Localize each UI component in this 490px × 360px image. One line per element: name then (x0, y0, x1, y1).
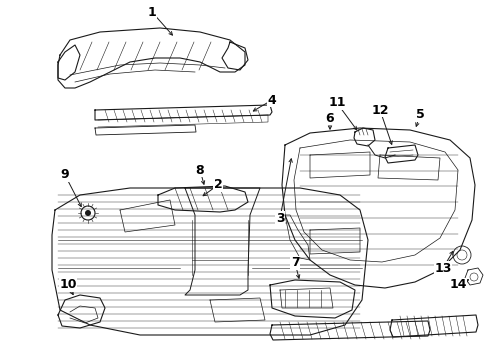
Text: 7: 7 (291, 256, 299, 270)
Text: 10: 10 (59, 279, 77, 292)
Polygon shape (390, 315, 478, 337)
Polygon shape (58, 28, 245, 88)
Polygon shape (95, 125, 196, 135)
Text: 11: 11 (328, 96, 346, 109)
Polygon shape (58, 45, 80, 80)
Polygon shape (210, 298, 265, 322)
Polygon shape (95, 105, 272, 120)
Circle shape (85, 210, 91, 216)
Polygon shape (70, 306, 98, 323)
Text: 8: 8 (196, 163, 204, 176)
Text: 14: 14 (449, 279, 467, 292)
Text: 6: 6 (326, 112, 334, 125)
Text: 13: 13 (434, 261, 452, 274)
Text: 1: 1 (147, 5, 156, 18)
Polygon shape (354, 128, 375, 146)
Polygon shape (280, 288, 333, 308)
Polygon shape (270, 280, 355, 318)
Polygon shape (120, 200, 175, 232)
Polygon shape (465, 268, 483, 285)
Text: 9: 9 (61, 168, 69, 181)
Text: 3: 3 (276, 211, 284, 225)
Polygon shape (222, 42, 248, 70)
Polygon shape (378, 155, 440, 180)
Polygon shape (285, 215, 310, 260)
Polygon shape (282, 128, 475, 288)
Polygon shape (310, 228, 360, 254)
Polygon shape (270, 321, 430, 340)
Polygon shape (185, 188, 260, 295)
Polygon shape (58, 295, 105, 328)
Text: 2: 2 (214, 179, 222, 192)
Polygon shape (294, 140, 458, 262)
Polygon shape (310, 152, 370, 178)
Polygon shape (158, 186, 248, 212)
Text: 5: 5 (416, 108, 424, 122)
Text: 4: 4 (268, 94, 276, 107)
Polygon shape (52, 188, 368, 335)
Polygon shape (385, 145, 418, 163)
Text: 12: 12 (371, 104, 389, 117)
